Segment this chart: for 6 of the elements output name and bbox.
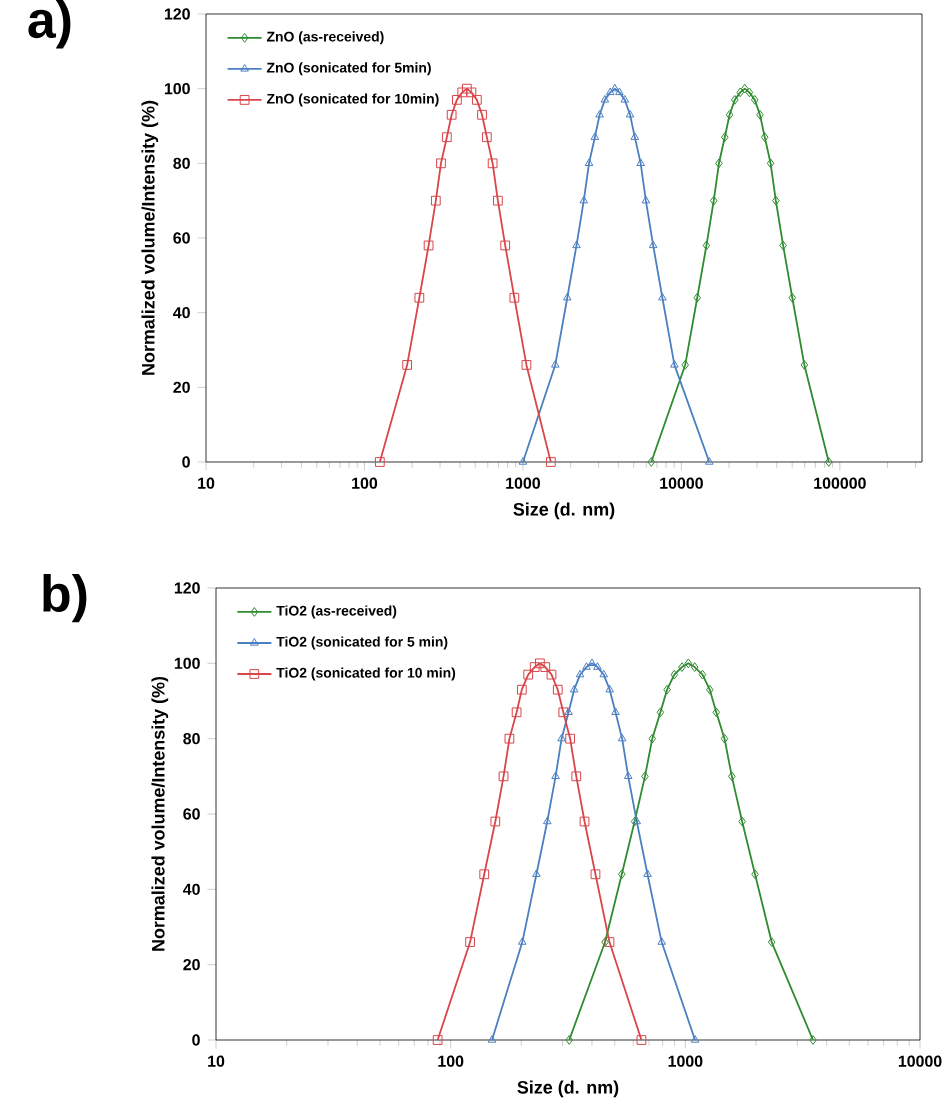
y-axis-title: Normalized volume/Intensity (%): [151, 676, 169, 951]
chart-title: b): [43, 574, 87, 623]
x-axis-title: Size (d. nm): [513, 502, 615, 520]
x-axis-title: Size (d. nm): [517, 1080, 619, 1098]
y-axis-title: Normalized volume/Intensity (%): [141, 100, 159, 375]
chart-title: a): [28, 0, 71, 49]
